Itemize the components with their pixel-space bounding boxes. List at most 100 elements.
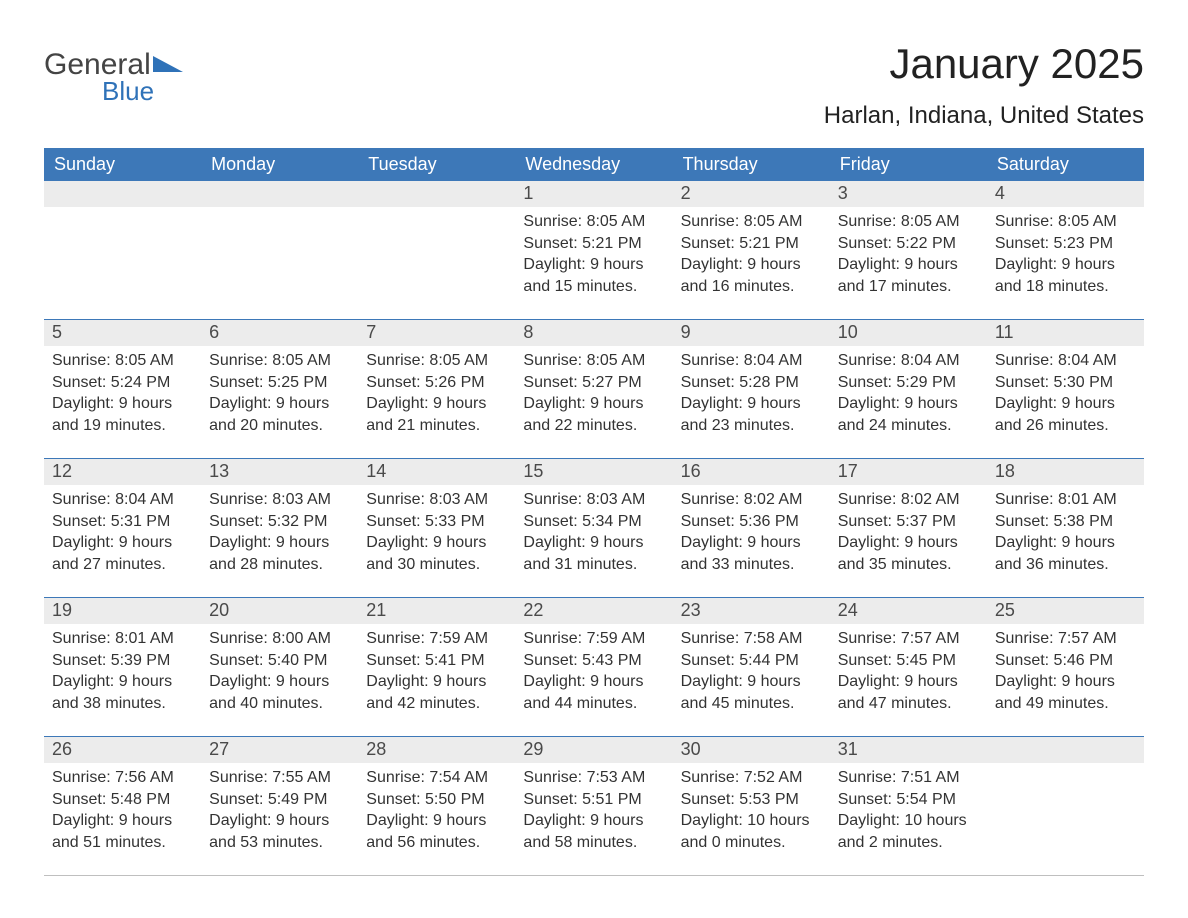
day-number: 9	[673, 320, 830, 346]
empty-day-cell	[987, 737, 1144, 875]
day-number: 5	[44, 320, 201, 346]
weekday-header: Thursday	[673, 148, 830, 181]
logo: General Blue	[44, 40, 183, 107]
day-cell: 24Sunrise: 7:57 AMSunset: 5:45 PMDayligh…	[830, 598, 987, 736]
day-details: Sunrise: 8:02 AMSunset: 5:36 PMDaylight:…	[673, 485, 830, 585]
day-number: 13	[201, 459, 358, 485]
day-number: 3	[830, 181, 987, 207]
weekday-header: Wednesday	[515, 148, 672, 181]
day-cell: 4Sunrise: 8:05 AMSunset: 5:23 PMDaylight…	[987, 181, 1144, 319]
day-number: 25	[987, 598, 1144, 624]
day-details: Sunrise: 8:01 AMSunset: 5:38 PMDaylight:…	[987, 485, 1144, 585]
day-cell: 18Sunrise: 8:01 AMSunset: 5:38 PMDayligh…	[987, 459, 1144, 597]
day-details: Sunrise: 7:59 AMSunset: 5:43 PMDaylight:…	[515, 624, 672, 724]
day-number: 30	[673, 737, 830, 763]
day-cell: 20Sunrise: 8:00 AMSunset: 5:40 PMDayligh…	[201, 598, 358, 736]
day-number: 18	[987, 459, 1144, 485]
weekday-header: Sunday	[44, 148, 201, 181]
day-cell: 12Sunrise: 8:04 AMSunset: 5:31 PMDayligh…	[44, 459, 201, 597]
day-cell: 5Sunrise: 8:05 AMSunset: 5:24 PMDaylight…	[44, 320, 201, 458]
header: General Blue January 2025 Harlan, Indian…	[44, 40, 1144, 144]
day-details: Sunrise: 8:03 AMSunset: 5:33 PMDaylight:…	[358, 485, 515, 585]
day-details: Sunrise: 8:03 AMSunset: 5:32 PMDaylight:…	[201, 485, 358, 585]
day-cell: 28Sunrise: 7:54 AMSunset: 5:50 PMDayligh…	[358, 737, 515, 875]
day-details: Sunrise: 8:02 AMSunset: 5:37 PMDaylight:…	[830, 485, 987, 585]
day-cell: 1Sunrise: 8:05 AMSunset: 5:21 PMDaylight…	[515, 181, 672, 319]
day-cell: 6Sunrise: 8:05 AMSunset: 5:25 PMDaylight…	[201, 320, 358, 458]
day-number: 19	[44, 598, 201, 624]
weekday-header: Monday	[201, 148, 358, 181]
day-details: Sunrise: 8:04 AMSunset: 5:30 PMDaylight:…	[987, 346, 1144, 446]
day-details: Sunrise: 8:05 AMSunset: 5:23 PMDaylight:…	[987, 207, 1144, 307]
day-details: Sunrise: 8:01 AMSunset: 5:39 PMDaylight:…	[44, 624, 201, 724]
day-cell: 16Sunrise: 8:02 AMSunset: 5:36 PMDayligh…	[673, 459, 830, 597]
day-number: 26	[44, 737, 201, 763]
day-number: 31	[830, 737, 987, 763]
day-details: Sunrise: 8:05 AMSunset: 5:21 PMDaylight:…	[515, 207, 672, 307]
day-details: Sunrise: 8:00 AMSunset: 5:40 PMDaylight:…	[201, 624, 358, 724]
day-details: Sunrise: 7:57 AMSunset: 5:46 PMDaylight:…	[987, 624, 1144, 724]
location-subtitle: Harlan, Indiana, United States	[824, 102, 1144, 130]
day-number: 20	[201, 598, 358, 624]
calendar-body: 1Sunrise: 8:05 AMSunset: 5:21 PMDaylight…	[44, 181, 1144, 876]
day-details: Sunrise: 7:58 AMSunset: 5:44 PMDaylight:…	[673, 624, 830, 724]
day-number: 12	[44, 459, 201, 485]
day-number: 15	[515, 459, 672, 485]
day-details: Sunrise: 7:59 AMSunset: 5:41 PMDaylight:…	[358, 624, 515, 724]
day-cell: 8Sunrise: 8:05 AMSunset: 5:27 PMDaylight…	[515, 320, 672, 458]
calendar-week: 26Sunrise: 7:56 AMSunset: 5:48 PMDayligh…	[44, 736, 1144, 876]
day-details: Sunrise: 8:05 AMSunset: 5:26 PMDaylight:…	[358, 346, 515, 446]
day-cell: 31Sunrise: 7:51 AMSunset: 5:54 PMDayligh…	[830, 737, 987, 875]
weekday-header: Tuesday	[358, 148, 515, 181]
day-number: 6	[201, 320, 358, 346]
day-details: Sunrise: 7:54 AMSunset: 5:50 PMDaylight:…	[358, 763, 515, 863]
day-cell: 14Sunrise: 8:03 AMSunset: 5:33 PMDayligh…	[358, 459, 515, 597]
day-cell: 30Sunrise: 7:52 AMSunset: 5:53 PMDayligh…	[673, 737, 830, 875]
day-cell: 10Sunrise: 8:04 AMSunset: 5:29 PMDayligh…	[830, 320, 987, 458]
empty-day-cell	[44, 181, 201, 319]
day-cell: 7Sunrise: 8:05 AMSunset: 5:26 PMDaylight…	[358, 320, 515, 458]
day-details: Sunrise: 8:05 AMSunset: 5:25 PMDaylight:…	[201, 346, 358, 446]
day-number: 22	[515, 598, 672, 624]
day-cell: 13Sunrise: 8:03 AMSunset: 5:32 PMDayligh…	[201, 459, 358, 597]
empty-day-cell	[358, 181, 515, 319]
day-number: 21	[358, 598, 515, 624]
day-details: Sunrise: 8:03 AMSunset: 5:34 PMDaylight:…	[515, 485, 672, 585]
day-cell: 15Sunrise: 8:03 AMSunset: 5:34 PMDayligh…	[515, 459, 672, 597]
day-number: 11	[987, 320, 1144, 346]
weekday-header: Friday	[830, 148, 987, 181]
day-details: Sunrise: 8:05 AMSunset: 5:27 PMDaylight:…	[515, 346, 672, 446]
day-number: 27	[201, 737, 358, 763]
day-number: 23	[673, 598, 830, 624]
day-details: Sunrise: 7:51 AMSunset: 5:54 PMDaylight:…	[830, 763, 987, 863]
title-block: January 2025 Harlan, Indiana, United Sta…	[824, 40, 1144, 144]
day-cell: 27Sunrise: 7:55 AMSunset: 5:49 PMDayligh…	[201, 737, 358, 875]
day-cell: 25Sunrise: 7:57 AMSunset: 5:46 PMDayligh…	[987, 598, 1144, 736]
day-number: 28	[358, 737, 515, 763]
day-number: 10	[830, 320, 987, 346]
day-details: Sunrise: 7:53 AMSunset: 5:51 PMDaylight:…	[515, 763, 672, 863]
day-cell: 11Sunrise: 8:04 AMSunset: 5:30 PMDayligh…	[987, 320, 1144, 458]
day-number: 2	[673, 181, 830, 207]
calendar-week: 1Sunrise: 8:05 AMSunset: 5:21 PMDaylight…	[44, 181, 1144, 319]
day-number: 8	[515, 320, 672, 346]
day-details: Sunrise: 8:05 AMSunset: 5:22 PMDaylight:…	[830, 207, 987, 307]
day-cell: 3Sunrise: 8:05 AMSunset: 5:22 PMDaylight…	[830, 181, 987, 319]
day-number: 24	[830, 598, 987, 624]
day-details: Sunrise: 7:56 AMSunset: 5:48 PMDaylight:…	[44, 763, 201, 863]
day-number: 14	[358, 459, 515, 485]
day-cell: 19Sunrise: 8:01 AMSunset: 5:39 PMDayligh…	[44, 598, 201, 736]
day-cell: 21Sunrise: 7:59 AMSunset: 5:41 PMDayligh…	[358, 598, 515, 736]
day-cell: 22Sunrise: 7:59 AMSunset: 5:43 PMDayligh…	[515, 598, 672, 736]
day-number	[44, 181, 201, 207]
day-cell: 2Sunrise: 8:05 AMSunset: 5:21 PMDaylight…	[673, 181, 830, 319]
day-number: 17	[830, 459, 987, 485]
day-number: 4	[987, 181, 1144, 207]
weekday-header: Saturday	[987, 148, 1144, 181]
day-details: Sunrise: 7:52 AMSunset: 5:53 PMDaylight:…	[673, 763, 830, 863]
day-cell: 26Sunrise: 7:56 AMSunset: 5:48 PMDayligh…	[44, 737, 201, 875]
day-number	[358, 181, 515, 207]
day-number	[201, 181, 358, 207]
day-details: Sunrise: 8:04 AMSunset: 5:31 PMDaylight:…	[44, 485, 201, 585]
calendar: SundayMondayTuesdayWednesdayThursdayFrid…	[44, 148, 1144, 876]
